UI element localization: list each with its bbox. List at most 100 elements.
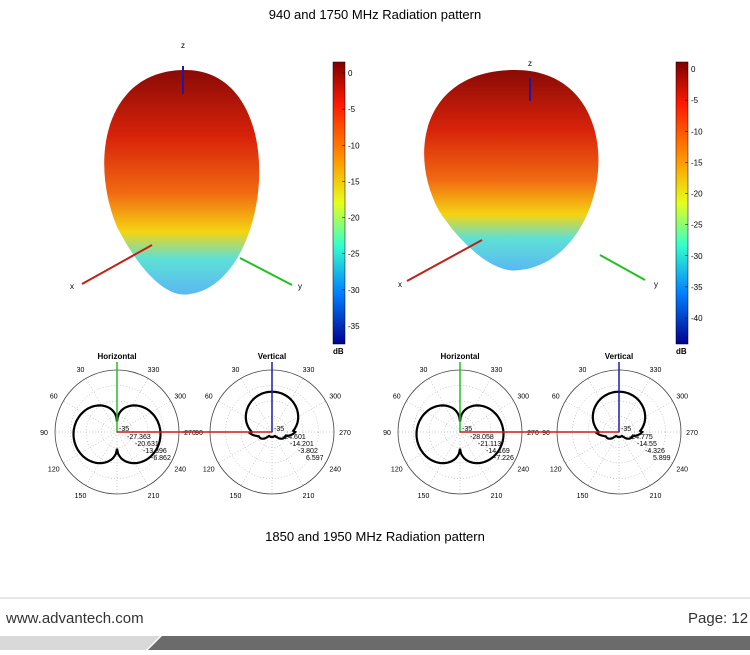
polar-title: Horizontal [440, 352, 479, 361]
pattern-curve [72, 404, 162, 465]
polar-title: Vertical [605, 352, 633, 361]
polar-angle-label: 300 [174, 394, 186, 401]
polar-spoke [271, 378, 304, 433]
polar-spoke [406, 431, 461, 464]
colorbar-tick-label: -10 [348, 141, 360, 150]
polar-spoke [618, 378, 651, 433]
polar-angle-label: 240 [174, 467, 186, 474]
colorbar-tick-label: -15 [348, 177, 360, 186]
polar-angle-label: 60 [552, 394, 560, 401]
footer-bar [0, 636, 160, 650]
polar-spoke [565, 431, 620, 464]
colorbar-tick-label: -5 [691, 96, 699, 105]
polar-spoke [116, 431, 171, 464]
footer-url: www.advantech.com [5, 610, 144, 627]
polar-angle-label: 210 [491, 493, 503, 500]
colorbar-unit: dB [333, 347, 344, 356]
polar-ring-label: 5.899 [653, 455, 671, 462]
axis-label: z [181, 41, 185, 50]
axis-y [239, 257, 293, 286]
colorbar-tick-label: 0 [348, 69, 353, 78]
polar-ring-label: -24.775 [629, 434, 653, 441]
polar-angle-label: 210 [148, 493, 160, 500]
page-title: 940 and 1750 MHz Radiation pattern [269, 7, 481, 22]
colorbar-tick-label: -10 [691, 127, 703, 136]
polar-spoke [116, 431, 149, 486]
colorbar-tick-label: -25 [348, 250, 360, 259]
polar-angle-label: 150 [418, 493, 430, 500]
axis-label: y [654, 280, 658, 289]
polar-angle-label: 270 [339, 430, 351, 437]
polar-spoke [428, 431, 461, 486]
polar-ring [572, 385, 666, 479]
axis-label: z [528, 59, 532, 68]
polar-angle-label: 90 [542, 430, 550, 437]
polar-angle-label: 300 [517, 394, 529, 401]
polar-ring-label: -20.631 [135, 441, 159, 448]
polar-center-label: -35 [621, 426, 631, 433]
polar-angle-label: 330 [303, 367, 315, 374]
polar-angle-label: 240 [329, 467, 341, 474]
polar-angle-label: 210 [303, 493, 315, 500]
polar-ring-label: 6.597 [306, 455, 324, 462]
polar-angle-label: 90 [195, 430, 203, 437]
polar-angle-label: 210 [650, 493, 662, 500]
polar-angle-label: 90 [383, 430, 391, 437]
polar-angle-label: 30 [232, 367, 240, 374]
axis-y [599, 254, 646, 281]
polar-angle-label: 330 [491, 367, 503, 374]
polar-spoke [618, 431, 651, 486]
polar-angle-label: 60 [393, 394, 401, 401]
footer-page: Page: 12 [688, 610, 748, 627]
polar-ring-label: -14.55 [637, 441, 657, 448]
polar-angle-label: 330 [650, 367, 662, 374]
colorbar-tick-label: 0 [691, 65, 696, 74]
polar-ring-label: -4.326 [645, 448, 665, 455]
polar-angle-label: 150 [577, 493, 589, 500]
footer-bar [148, 636, 750, 650]
polar-spoke [85, 431, 118, 486]
polar-spoke [240, 431, 273, 486]
axis-label: x [70, 282, 74, 291]
polar-spoke [271, 431, 326, 464]
polar-center-label: -35 [462, 426, 472, 433]
polar-spoke [459, 431, 492, 486]
polar-spoke [406, 400, 461, 433]
axis-label: y [298, 282, 302, 291]
polar-angle-label: 300 [676, 394, 688, 401]
axis-x [81, 244, 153, 285]
polar-center-label: -35 [274, 426, 284, 433]
polar-ring-label: -13.896 [143, 448, 167, 455]
polar-angle-label: 300 [329, 394, 341, 401]
pattern-curve [591, 390, 647, 440]
polar-angle-label: 120 [48, 467, 60, 474]
colorbar-tick-label: -30 [348, 286, 360, 295]
polar-angle-label: 330 [148, 367, 160, 374]
polar-angle-label: 150 [75, 493, 87, 500]
colorbar-tick-label: -15 [691, 158, 703, 167]
pattern-curve [415, 404, 505, 465]
polar-angle-label: 270 [686, 430, 698, 437]
polar-ring-label: -14.201 [290, 441, 314, 448]
polar-title: Horizontal [97, 352, 136, 361]
polar-ring-label: -21.113 [478, 441, 501, 448]
colorbar-tick-label: -20 [691, 190, 703, 199]
polar-angle-label: 30 [420, 367, 428, 374]
polar-spoke [116, 400, 171, 433]
polar-spoke [218, 431, 273, 464]
polar-angle-label: 30 [579, 367, 587, 374]
colorbar-unit: dB [676, 347, 687, 356]
polar-spoke [587, 378, 620, 433]
polar-spoke [459, 431, 514, 464]
polar-spoke [587, 431, 620, 486]
polar-spoke [459, 400, 514, 433]
polar-ring-label: -24.601 [282, 434, 306, 441]
colorbar [332, 61, 346, 345]
polar-angle-label: 240 [676, 467, 688, 474]
polar-ring-label: -27.363 [127, 434, 151, 441]
polar-angle-label: 90 [40, 430, 48, 437]
polar-angle-label: 120 [550, 467, 562, 474]
polar-ring-label: -3.802 [298, 448, 318, 455]
